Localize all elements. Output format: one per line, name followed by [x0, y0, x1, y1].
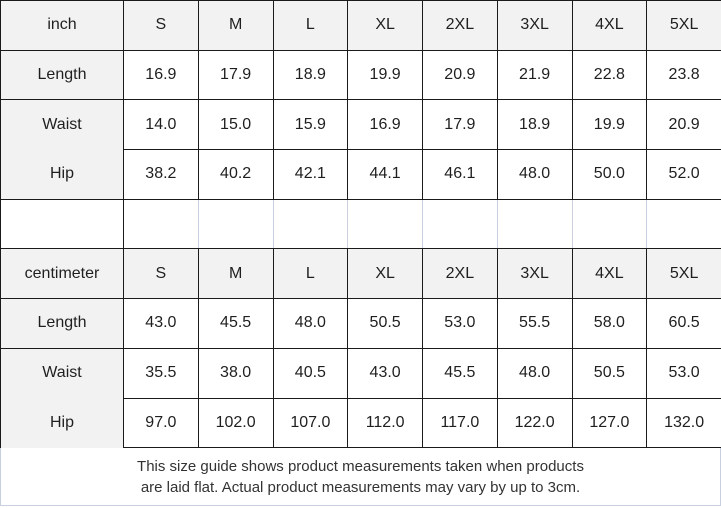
measurement-value-cell: 97.0	[123, 397, 199, 449]
measurement-value-cell: 19.9	[571, 99, 648, 151]
measurement-value-cell: 20.9	[422, 49, 498, 101]
measurement-value-cell: 53.0	[646, 347, 721, 399]
measurement-value-cell: 38.0	[197, 347, 274, 399]
size-header-cell: L	[272, 0, 349, 51]
measurement-value-cell: 38.2	[123, 149, 199, 200]
measurement-value-cell: 42.1	[272, 149, 349, 200]
size-header-cell: 3XL	[496, 248, 573, 300]
spacer-cell	[496, 198, 573, 250]
measurement-value-cell: 112.0	[347, 397, 423, 449]
spacer-row	[0, 198, 721, 250]
measurement-value-cell: 16.9	[347, 99, 423, 151]
measurement-value-cell: 50.0	[571, 149, 648, 200]
unit-header-cell: centimeter	[0, 248, 124, 300]
measurement-value-cell: 122.0	[496, 397, 573, 449]
size-header-cell: 5XL	[646, 248, 721, 300]
measurement-value-cell: 40.5	[272, 347, 349, 399]
table-row-inch-hip: Hip 38.2 40.2 42.1 44.1 46.1 48.0 50.0 5…	[0, 149, 721, 200]
measurement-value-cell: 43.0	[123, 298, 199, 349]
measurement-label-cell: Length	[0, 49, 124, 101]
measurement-value-cell: 50.5	[571, 347, 648, 399]
table-row-inch-length: Length 16.9 17.9 18.9 19.9 20.9 21.9 22.…	[0, 49, 721, 101]
size-header-cell: 2XL	[422, 248, 498, 300]
size-header-cell: 2XL	[422, 0, 498, 51]
measurement-value-cell: 22.8	[571, 49, 648, 101]
measurement-label-cell: Hip	[0, 149, 124, 200]
measurement-value-cell: 15.9	[272, 99, 349, 151]
disclaimer-line-1: This size guide shows product measuremen…	[137, 457, 584, 475]
measurement-value-cell: 17.9	[197, 49, 274, 101]
size-header-cell: M	[197, 0, 274, 51]
measurement-value-cell: 48.0	[272, 298, 349, 349]
measurement-label-cell: Waist	[0, 99, 124, 150]
spacer-cell	[571, 198, 648, 250]
table-row-cm-length: Length 43.0 45.5 48.0 50.5 53.0 55.5 58.…	[0, 298, 721, 349]
spacer-cell	[347, 198, 423, 250]
measurement-value-cell: 132.0	[646, 397, 721, 449]
spacer-cell	[197, 198, 274, 250]
unit-header-cell: inch	[0, 0, 124, 51]
disclaimer-line-2: are laid flat. Actual product measuremen…	[140, 478, 581, 496]
measurement-label-cell: Hip	[0, 398, 124, 448]
spacer-cell	[272, 198, 349, 250]
size-header-cell: L	[272, 248, 349, 300]
size-header-cell: 5XL	[646, 0, 721, 51]
size-header-cell: XL	[347, 0, 423, 51]
measurement-value-cell: 35.5	[123, 347, 199, 399]
size-header-cell: 4XL	[571, 0, 648, 51]
measurement-value-cell: 45.5	[197, 298, 274, 349]
size-header-cell: S	[123, 248, 199, 300]
size-header-cell: 4XL	[571, 248, 648, 300]
size-header-cell: XL	[347, 248, 423, 300]
measurement-value-cell: 48.0	[496, 149, 573, 200]
measurement-value-cell: 107.0	[272, 397, 349, 449]
table-row-inch-header: inch S M L XL 2XL 3XL 4XL 5XL	[0, 0, 721, 51]
measurement-value-cell: 23.8	[646, 49, 721, 101]
measurement-value-cell: 15.0	[197, 99, 274, 151]
measurement-value-cell: 50.5	[347, 298, 423, 349]
measurement-value-cell: 18.9	[272, 49, 349, 101]
measurement-value-cell: 16.9	[123, 49, 199, 101]
measurement-value-cell: 44.1	[347, 149, 423, 200]
measurement-value-cell: 43.0	[347, 347, 423, 399]
measurement-value-cell: 58.0	[571, 298, 648, 349]
measurement-label-cell: Length	[0, 298, 124, 349]
table-row-cm-header: centimeter S M L XL 2XL 3XL 4XL 5XL	[0, 248, 721, 300]
size-header-cell: M	[197, 248, 274, 300]
size-header-cell: S	[123, 0, 199, 51]
measurement-value-cell: 45.5	[422, 347, 498, 399]
spacer-cell	[422, 198, 498, 250]
measurement-value-cell: 52.0	[646, 149, 721, 200]
spacer-cell	[123, 198, 199, 250]
measurement-value-cell: 48.0	[496, 347, 573, 399]
measurement-value-cell: 14.0	[123, 99, 199, 151]
measurement-value-cell: 53.0	[422, 298, 498, 349]
measurement-value-cell: 46.1	[422, 149, 498, 200]
measurement-value-cell: 40.2	[197, 149, 274, 200]
measurement-value-cell: 60.5	[646, 298, 721, 349]
measurement-value-cell: 21.9	[496, 49, 573, 101]
measurement-value-cell: 55.5	[496, 298, 573, 349]
table-row-cm-hip: Hip 97.0 102.0 107.0 112.0 117.0 122.0 1…	[0, 397, 721, 449]
measurement-label-cell: Waist	[0, 347, 124, 398]
spacer-cell	[646, 198, 721, 250]
size-header-cell: 3XL	[496, 0, 573, 51]
measurement-value-cell: 20.9	[646, 99, 721, 151]
measurement-value-cell: 117.0	[422, 397, 498, 449]
table-row-inch-waist: Waist 14.0 15.0 15.9 16.9 17.9 18.9 19.9…	[0, 99, 721, 151]
measurement-value-cell: 18.9	[496, 99, 573, 151]
spacer-cell	[0, 198, 124, 250]
size-chart-table: inch S M L XL 2XL 3XL 4XL 5XL Length 16.…	[0, 0, 721, 449]
size-guide-disclaimer: This size guide shows product measuremen…	[0, 448, 721, 507]
table-row-cm-waist: Waist 35.5 38.0 40.5 43.0 45.5 48.0 50.5…	[0, 347, 721, 399]
measurement-value-cell: 19.9	[347, 49, 423, 101]
measurement-value-cell: 17.9	[422, 99, 498, 151]
measurement-value-cell: 127.0	[571, 397, 648, 449]
measurement-value-cell: 102.0	[197, 397, 274, 449]
